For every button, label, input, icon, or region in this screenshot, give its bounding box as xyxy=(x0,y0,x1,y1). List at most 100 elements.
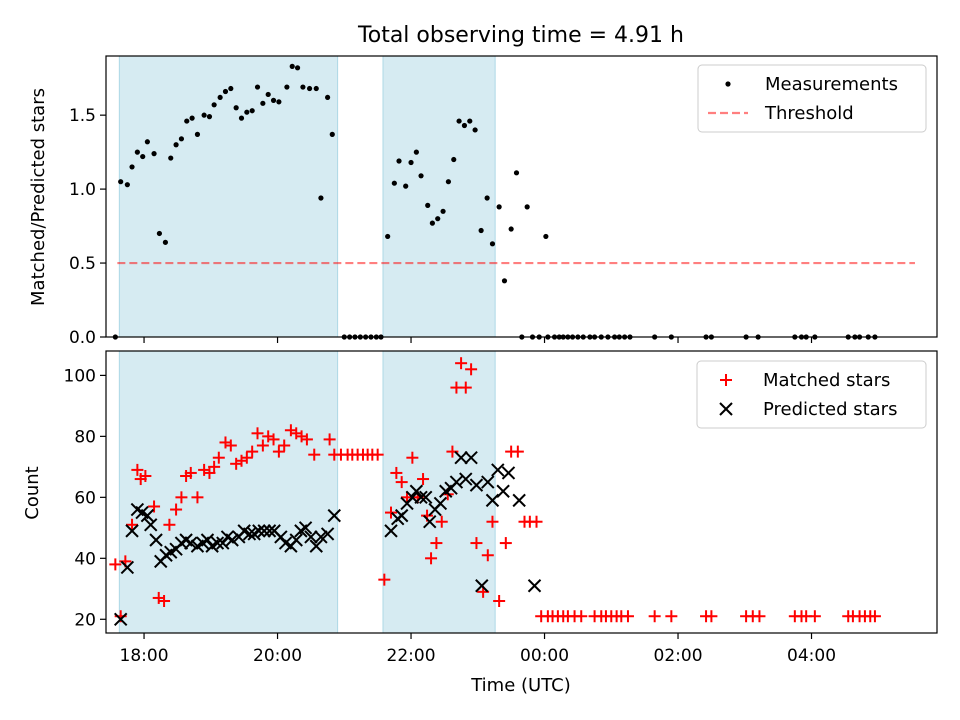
measurement-point xyxy=(184,118,190,124)
matched-star-point xyxy=(648,610,661,623)
measurement-point xyxy=(260,100,266,106)
predicted-star-point xyxy=(320,527,335,541)
matched-star-point xyxy=(378,573,391,586)
legend-predicted-marker xyxy=(719,402,733,416)
matched-star-point xyxy=(246,445,259,458)
measurement-point xyxy=(178,136,185,142)
chart-title: Total observing time = 4.91 h xyxy=(357,23,684,48)
predicted-star-point xyxy=(327,508,341,523)
matched-star-point xyxy=(665,610,678,623)
measurement-point xyxy=(244,109,250,115)
predicted-star-point xyxy=(464,450,478,465)
predicted-star-point xyxy=(485,493,500,508)
matched-star-point xyxy=(208,460,221,473)
matched-star-point xyxy=(459,381,472,394)
measurement-point xyxy=(201,112,207,118)
shaded-interval-1 xyxy=(118,55,339,338)
matched-star-point xyxy=(808,610,821,623)
measurement-point xyxy=(144,139,150,145)
matched-star-point xyxy=(126,518,139,531)
predicted-star-point xyxy=(125,524,139,538)
measurement-point xyxy=(445,179,452,185)
matched-star-point xyxy=(139,469,152,482)
matched-star-point xyxy=(212,451,225,464)
measurement-point xyxy=(425,202,431,208)
matched-star-point xyxy=(240,451,253,464)
measurement-point xyxy=(118,179,124,185)
matched-star-point xyxy=(131,463,144,476)
top-y-tick-label: 0.5 xyxy=(69,254,96,274)
measurement-point xyxy=(134,149,140,155)
predicted-star-point xyxy=(512,493,526,508)
top-y-tick-label: 0.0 xyxy=(69,328,96,348)
matched-star-point xyxy=(251,427,264,440)
measurement-point xyxy=(318,195,324,201)
shaded-interval-1 xyxy=(118,350,339,634)
matched-star-point xyxy=(621,610,634,623)
matched-star-point xyxy=(308,448,321,461)
top-plot-frame xyxy=(105,55,938,338)
predicted-star-point xyxy=(449,475,464,489)
measurement-point xyxy=(140,153,146,160)
matched-star-point xyxy=(272,445,285,458)
measurement-point xyxy=(289,63,295,69)
bottom-y-tick-label: 20 xyxy=(74,610,96,630)
bottom-y-axis-label: Count xyxy=(22,466,43,519)
bottom-x-tick-label: 04:00 xyxy=(787,646,836,666)
matched-star-point xyxy=(481,549,494,562)
measurement-point xyxy=(524,204,530,210)
measurement-point xyxy=(284,84,290,90)
matched-star-point xyxy=(575,610,588,623)
matched-star-point xyxy=(499,537,512,550)
legend-matched-label: Matched stars xyxy=(763,370,890,391)
matched-star-point xyxy=(430,537,443,550)
measurement-point xyxy=(325,94,331,101)
measurement-point xyxy=(156,230,162,237)
matched-star-point xyxy=(371,448,384,461)
predicted-star-point xyxy=(394,508,409,523)
measurement-point xyxy=(306,85,313,92)
matched-star-point xyxy=(267,433,280,446)
matched-star-point xyxy=(455,357,468,370)
predicted-star-point xyxy=(491,463,505,477)
measurement-point xyxy=(429,220,435,226)
legend-matched-marker xyxy=(720,374,732,386)
measurement-point xyxy=(461,122,468,129)
measurement-point xyxy=(194,131,201,137)
predicted-star-point xyxy=(459,472,473,486)
predicted-star-point xyxy=(469,478,484,492)
measurement-point xyxy=(396,158,402,164)
bottom-y-tick-label: 80 xyxy=(74,427,96,447)
matched-star-point xyxy=(256,439,269,452)
predicted-star-point xyxy=(113,612,128,626)
shaded-interval-2 xyxy=(382,350,496,634)
bottom-x-tick-label: 22:00 xyxy=(387,646,436,666)
measurement-point xyxy=(478,227,484,234)
predicted-star-point xyxy=(140,508,155,523)
predicted-star-point xyxy=(454,450,468,465)
predicted-star-point xyxy=(262,524,277,538)
matched-star-point xyxy=(425,552,438,565)
matched-star-point xyxy=(175,491,188,504)
bottom-y-axis: 20 40 60 80 100 xyxy=(64,366,106,630)
measurement-point xyxy=(440,208,446,214)
measurement-point xyxy=(228,85,234,92)
measurement-point xyxy=(456,118,462,124)
matched-star-point xyxy=(385,506,398,519)
matched-star-point xyxy=(148,500,161,513)
measurement-point xyxy=(211,102,217,108)
predicted-star-point xyxy=(496,484,510,498)
predicted-star-point xyxy=(414,490,428,505)
measurement-point xyxy=(254,84,261,90)
bottom-x-axis: 18:00 20:00 22:00 00:00 02:00 04:00 xyxy=(120,633,836,666)
top-y-axis-label: Matched/Predicted stars xyxy=(28,88,49,306)
matched-star-point xyxy=(300,433,313,446)
predicted-star-point xyxy=(304,530,318,544)
bottom-predicted-points xyxy=(113,450,542,626)
measurement-point xyxy=(413,149,419,155)
predicted-star-point xyxy=(184,536,198,550)
matched-star-point xyxy=(868,610,881,623)
measurement-point xyxy=(403,183,409,189)
measurement-point xyxy=(238,115,245,121)
predicted-star-point xyxy=(475,579,489,593)
